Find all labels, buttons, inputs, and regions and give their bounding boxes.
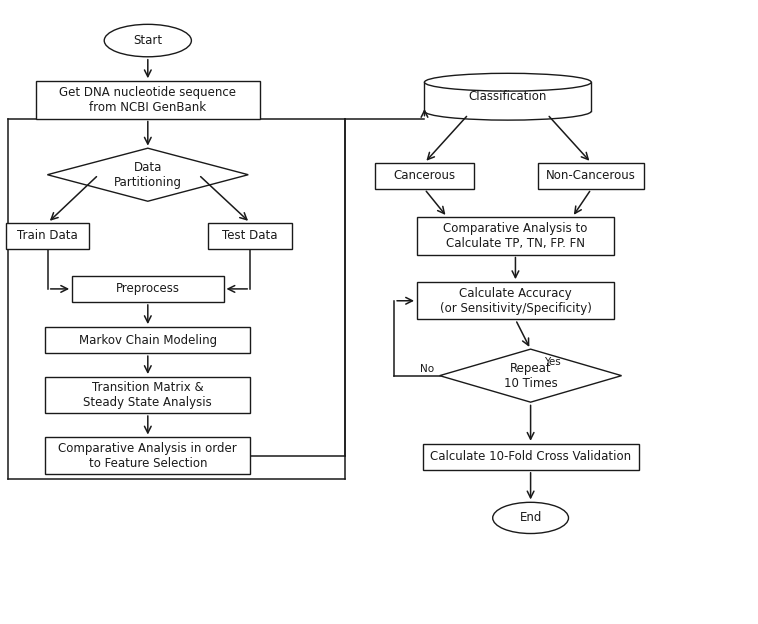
FancyBboxPatch shape [424, 82, 591, 111]
FancyBboxPatch shape [417, 282, 614, 319]
FancyBboxPatch shape [538, 163, 644, 189]
Text: Calculate Accuracy
(or Sensitivity/Specificity): Calculate Accuracy (or Sensitivity/Speci… [440, 287, 591, 314]
FancyBboxPatch shape [375, 163, 474, 189]
Text: Comparative Analysis in order
to Feature Selection: Comparative Analysis in order to Feature… [58, 442, 237, 469]
FancyBboxPatch shape [423, 444, 638, 470]
FancyBboxPatch shape [45, 377, 250, 413]
FancyBboxPatch shape [45, 437, 250, 474]
FancyBboxPatch shape [208, 223, 292, 249]
Text: Data
Partitioning: Data Partitioning [114, 161, 182, 188]
Text: Classification: Classification [468, 90, 547, 103]
Text: Comparative Analysis to
Calculate TP, TN, FP. FN: Comparative Analysis to Calculate TP, TN… [443, 222, 587, 250]
Text: End: End [519, 512, 542, 524]
Text: Start: Start [133, 34, 162, 47]
Text: No: No [420, 364, 434, 374]
Polygon shape [440, 349, 622, 402]
Text: Non-Cancerous: Non-Cancerous [547, 170, 636, 182]
FancyBboxPatch shape [6, 223, 89, 249]
Ellipse shape [424, 73, 591, 91]
Text: Yes: Yes [544, 357, 561, 367]
Text: Cancerous: Cancerous [393, 170, 456, 182]
Ellipse shape [104, 24, 191, 57]
Ellipse shape [493, 502, 568, 534]
Text: Preprocess: Preprocess [116, 283, 180, 295]
Text: Get DNA nucleotide sequence
from NCBI GenBank: Get DNA nucleotide sequence from NCBI Ge… [59, 86, 236, 114]
Text: Repeat
10 Times: Repeat 10 Times [504, 362, 557, 389]
Text: Markov Chain Modeling: Markov Chain Modeling [79, 334, 217, 346]
Text: Test Data: Test Data [222, 230, 278, 242]
Polygon shape [47, 149, 249, 201]
FancyBboxPatch shape [72, 276, 224, 302]
FancyBboxPatch shape [36, 81, 259, 119]
Text: Calculate 10-Fold Cross Validation: Calculate 10-Fold Cross Validation [430, 451, 631, 463]
Text: Transition Matrix &
Steady State Analysis: Transition Matrix & Steady State Analysi… [83, 381, 212, 409]
Text: Train Data: Train Data [17, 230, 78, 242]
FancyBboxPatch shape [417, 217, 614, 255]
FancyBboxPatch shape [45, 327, 250, 353]
